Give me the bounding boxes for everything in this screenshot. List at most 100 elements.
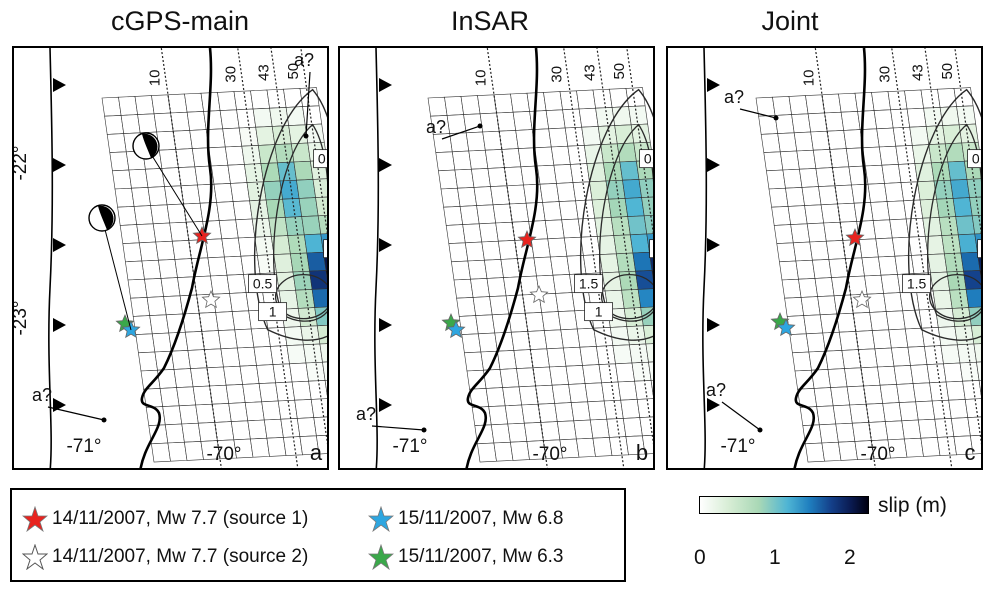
- slip-cell: [454, 168, 475, 189]
- slip-cell: [151, 442, 171, 463]
- slip-cell: [587, 400, 608, 421]
- slip-cell: [592, 88, 613, 109]
- slip-cell: [943, 362, 963, 383]
- slip-cell: [926, 363, 947, 384]
- slip-cell: [899, 291, 920, 312]
- slip-cell: [158, 149, 179, 169]
- slip-cell: [477, 94, 497, 115]
- legend-label: 14/11/2007, Mw 7.7 (source 2): [52, 546, 309, 567]
- slip-cell: [462, 223, 483, 244]
- slip-cell: [550, 255, 570, 276]
- slip-cell: [638, 178, 653, 198]
- slip-cell: [766, 169, 786, 190]
- slip-cell: [785, 187, 805, 207]
- slip-cell: [180, 184, 201, 205]
- slip-cell: [182, 312, 203, 333]
- slip-cell: [224, 145, 245, 166]
- coastline: [793, 48, 867, 468]
- slip-cell: [295, 289, 316, 309]
- slip-cell: [891, 346, 911, 367]
- contour-label-box: [323, 239, 327, 259]
- slip-cell: [650, 380, 653, 396]
- subduction-triangle-icon: [379, 318, 392, 332]
- slip-cell: [844, 367, 864, 388]
- slip-cell: [561, 218, 582, 239]
- slip-cell: [619, 160, 640, 181]
- slip-cell: [223, 365, 243, 386]
- slip-cell: [214, 421, 235, 441]
- slip-cell: [131, 187, 151, 207]
- slip-cell: [567, 145, 588, 165]
- slip-cell: [479, 112, 500, 133]
- contour-label-box: [584, 302, 614, 322]
- slip-cell: [795, 259, 816, 280]
- slip-cell: [621, 289, 642, 309]
- slip-cell: [818, 423, 839, 444]
- slip-cell: [197, 183, 217, 204]
- slip-cell: [782, 168, 803, 189]
- slip-cell: [937, 88, 957, 108]
- slip-cell: [815, 167, 836, 187]
- slip-cell: [261, 400, 282, 421]
- blue-star-icon: [446, 319, 466, 339]
- depth-label: 50: [939, 63, 956, 80]
- slip-cell: [460, 95, 481, 115]
- slip-cell: [138, 351, 158, 372]
- slip-cell: [282, 198, 303, 218]
- white-star-icon: [22, 544, 48, 570]
- slip-cell: [187, 349, 208, 369]
- slip-cell: [444, 96, 464, 116]
- slip-cell: [234, 328, 255, 349]
- slip-cell: [622, 179, 642, 199]
- slip-cell: [240, 255, 261, 275]
- slip-cell: [940, 344, 961, 365]
- slip-cell: [956, 105, 977, 126]
- slip-cell: [967, 416, 981, 437]
- slip-cell: [218, 219, 239, 240]
- slip-cell: [296, 417, 317, 437]
- slip-cell: [790, 223, 811, 244]
- slip-cell: [862, 146, 883, 167]
- slip-cell: [849, 403, 870, 424]
- slip-cell: [595, 107, 616, 127]
- slip-cell: [821, 441, 842, 462]
- slip-cell: [887, 90, 908, 111]
- slip-cell: [266, 437, 287, 457]
- legend-item-source1: 14/11/2007, Mw 7.7 (source 1): [22, 506, 308, 532]
- depth-label: 43: [909, 64, 926, 81]
- slip-cell: [117, 206, 138, 226]
- slip-cell: [466, 369, 487, 390]
- slip-cell: [265, 198, 286, 219]
- focal-mechanism-leader: [145, 145, 203, 237]
- slip-cell: [860, 366, 881, 387]
- slip-cell: [500, 258, 521, 278]
- slip-cell: [147, 186, 168, 206]
- slip-cell: [490, 185, 510, 206]
- slip-cell: [222, 127, 243, 148]
- subduction-triangle-icon: [53, 78, 66, 92]
- slip-cell: [915, 400, 936, 421]
- slip-cell: [805, 94, 825, 115]
- slip-cell: [803, 314, 824, 335]
- slip-cell: [171, 240, 192, 260]
- slip-cell: [645, 343, 653, 363]
- slip-cell: [909, 126, 930, 146]
- slip-cell: [171, 350, 191, 370]
- slip-cell: [886, 200, 907, 221]
- slip-cell: [576, 437, 596, 458]
- slip-cell: [456, 297, 477, 317]
- slip-cell: [181, 422, 202, 443]
- slip-cell: [287, 234, 308, 255]
- slip-cell: [896, 383, 917, 403]
- slip-cell: [184, 331, 205, 351]
- slip-cell: [616, 252, 636, 273]
- slip-cell: [630, 123, 651, 144]
- slip-cell: [559, 90, 580, 111]
- slip-cell: [481, 240, 502, 261]
- slip-cell: [315, 196, 327, 217]
- slip-cell: [551, 384, 572, 404]
- slip-cell: [178, 404, 199, 425]
- slip-cell: [821, 93, 842, 114]
- ambiguity-label: a?: [706, 380, 726, 400]
- slip-cell: [904, 89, 924, 110]
